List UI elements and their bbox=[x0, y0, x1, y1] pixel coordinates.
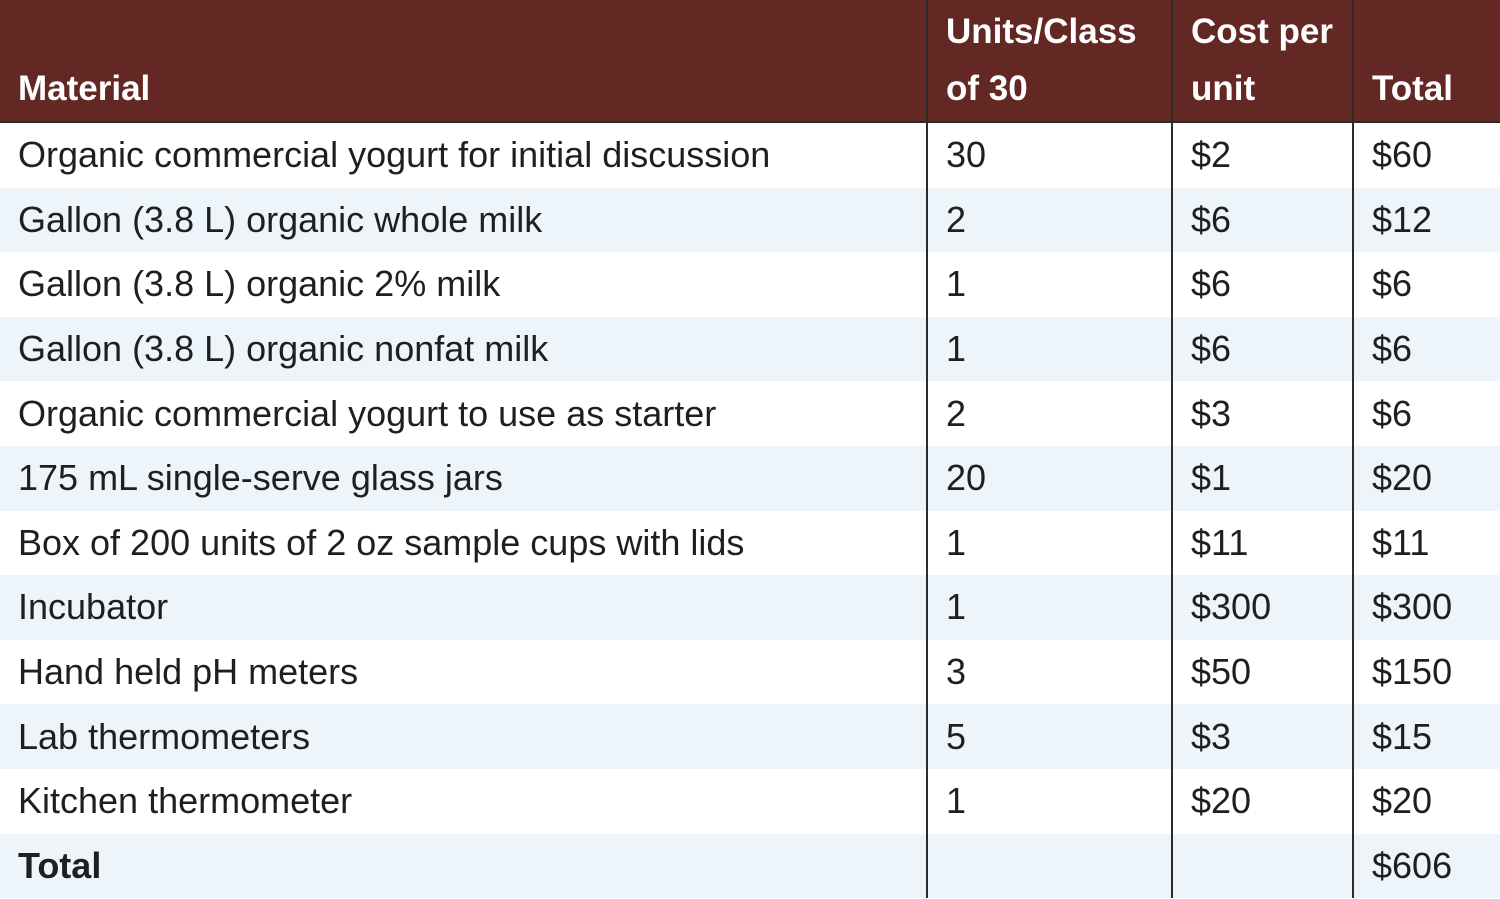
cell-material: Organic commercial yogurt to use as star… bbox=[18, 392, 717, 434]
cell-material: Kitchen thermometer bbox=[18, 780, 353, 822]
cell-material: Hand held pH meters bbox=[18, 651, 359, 693]
cell-units: 20 bbox=[926, 445, 1171, 511]
total-label: Total bbox=[18, 844, 102, 886]
cell-units: 1 bbox=[926, 316, 1171, 382]
header-cost-per-unit: Cost per unit bbox=[1171, 0, 1352, 121]
cell-total: $6 bbox=[1352, 252, 1500, 317]
cell-cost: $6 bbox=[1171, 252, 1352, 317]
cell-cost: $50 bbox=[1171, 639, 1352, 705]
cell-total: $20 bbox=[1352, 445, 1500, 511]
cell-total: $6 bbox=[1352, 316, 1500, 382]
table-row: Organic commercial yogurt to use as star… bbox=[0, 381, 1500, 446]
cell-total: $6 bbox=[1352, 381, 1500, 446]
cell-material: 175 mL single-serve glass jars bbox=[18, 457, 503, 499]
header-total: Total bbox=[1352, 0, 1500, 121]
total-cost bbox=[1171, 833, 1352, 899]
table-row: Organic commercial yogurt for initial di… bbox=[0, 123, 1500, 188]
cell-units: 1 bbox=[926, 510, 1171, 576]
cell-cost: $2 bbox=[1171, 123, 1352, 188]
header-units: Units/Class of 30 bbox=[926, 0, 1171, 121]
cell-total: $11 bbox=[1352, 510, 1500, 576]
cell-material: Box of 200 units of 2 oz sample cups wit… bbox=[18, 521, 745, 563]
table-row: 175 mL single-serve glass jars 20 $1 $20 bbox=[0, 445, 1500, 511]
cell-cost: $300 bbox=[1171, 575, 1352, 640]
cell-total: $60 bbox=[1352, 123, 1500, 188]
table-row: Gallon (3.8 L) organic 2% milk 1 $6 $6 bbox=[0, 252, 1500, 317]
cell-units: 1 bbox=[926, 252, 1171, 317]
grand-total: $606 bbox=[1352, 833, 1500, 899]
table-row: Gallon (3.8 L) organic whole milk 2 $6 $… bbox=[0, 187, 1500, 253]
cell-total: $150 bbox=[1352, 639, 1500, 705]
cell-cost: $3 bbox=[1171, 704, 1352, 769]
cell-total: $15 bbox=[1352, 704, 1500, 769]
cell-total: $20 bbox=[1352, 768, 1500, 834]
cell-cost: $3 bbox=[1171, 381, 1352, 446]
cell-material: Incubator bbox=[18, 586, 169, 628]
table-row: Gallon (3.8 L) organic nonfat milk 1 $6 … bbox=[0, 316, 1500, 382]
table-row: Incubator 1 $300 $300 bbox=[0, 575, 1500, 640]
cell-cost: $1 bbox=[1171, 445, 1352, 511]
cell-units: 2 bbox=[926, 187, 1171, 253]
cell-units: 1 bbox=[926, 768, 1171, 834]
header-material: Material bbox=[18, 69, 151, 108]
total-units bbox=[926, 833, 1171, 899]
cell-units: 1 bbox=[926, 575, 1171, 640]
cell-material: Gallon (3.8 L) organic 2% milk bbox=[18, 263, 501, 305]
cell-units: 3 bbox=[926, 639, 1171, 705]
table-row: Lab thermometers 5 $3 $15 bbox=[0, 704, 1500, 769]
cell-units: 30 bbox=[926, 123, 1171, 188]
table-total-row: Total $606 bbox=[0, 833, 1500, 899]
table-header: Material Units/Class of 30 Cost per unit… bbox=[0, 0, 1500, 123]
table-row: Box of 200 units of 2 oz sample cups wit… bbox=[0, 510, 1500, 576]
cell-cost: $6 bbox=[1171, 187, 1352, 253]
cell-total: $12 bbox=[1352, 187, 1500, 253]
cell-units: 2 bbox=[926, 381, 1171, 446]
cell-material: Lab thermometers bbox=[18, 715, 311, 757]
cell-units: 5 bbox=[926, 704, 1171, 769]
cell-material: Gallon (3.8 L) organic nonfat milk bbox=[18, 328, 549, 370]
cell-cost: $20 bbox=[1171, 768, 1352, 834]
table-row: Hand held pH meters 3 $50 $150 bbox=[0, 639, 1500, 705]
cell-total: $300 bbox=[1352, 575, 1500, 640]
cell-material: Gallon (3.8 L) organic whole milk bbox=[18, 198, 543, 240]
table-row: Kitchen thermometer 1 $20 $20 bbox=[0, 768, 1500, 834]
cell-cost: $11 bbox=[1171, 510, 1352, 576]
cell-material: Organic commercial yogurt for initial di… bbox=[18, 134, 771, 176]
cell-cost: $6 bbox=[1171, 316, 1352, 382]
